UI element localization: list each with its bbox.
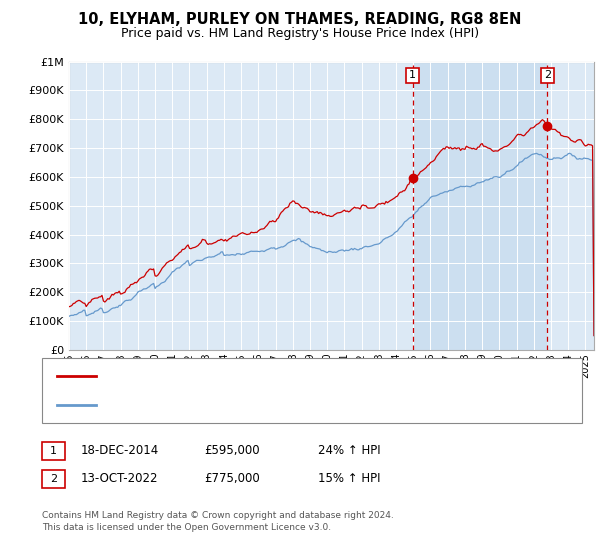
Text: 1: 1 bbox=[50, 446, 57, 456]
Text: 24% ↑ HPI: 24% ↑ HPI bbox=[318, 444, 380, 458]
Text: Price paid vs. HM Land Registry's House Price Index (HPI): Price paid vs. HM Land Registry's House … bbox=[121, 27, 479, 40]
Text: 2: 2 bbox=[50, 474, 57, 484]
Text: HPI: Average price, detached house, West Berkshire: HPI: Average price, detached house, West… bbox=[103, 400, 374, 410]
Text: 1: 1 bbox=[409, 71, 416, 81]
Text: 18-DEC-2014: 18-DEC-2014 bbox=[81, 444, 159, 458]
Text: £775,000: £775,000 bbox=[204, 472, 260, 486]
Text: 13-OCT-2022: 13-OCT-2022 bbox=[81, 472, 158, 486]
Bar bbox=[413, 62, 547, 350]
Text: 10, ELYHAM, PURLEY ON THAMES, READING, RG8 8EN: 10, ELYHAM, PURLEY ON THAMES, READING, R… bbox=[79, 12, 521, 27]
Text: Contains HM Land Registry data © Crown copyright and database right 2024.
This d: Contains HM Land Registry data © Crown c… bbox=[42, 511, 394, 531]
Text: 10, ELYHAM, PURLEY ON THAMES, READING, RG8 8EN (detached house): 10, ELYHAM, PURLEY ON THAMES, READING, R… bbox=[103, 371, 477, 381]
Text: £595,000: £595,000 bbox=[204, 444, 260, 458]
Text: 2: 2 bbox=[544, 71, 551, 81]
Text: 15% ↑ HPI: 15% ↑ HPI bbox=[318, 472, 380, 486]
